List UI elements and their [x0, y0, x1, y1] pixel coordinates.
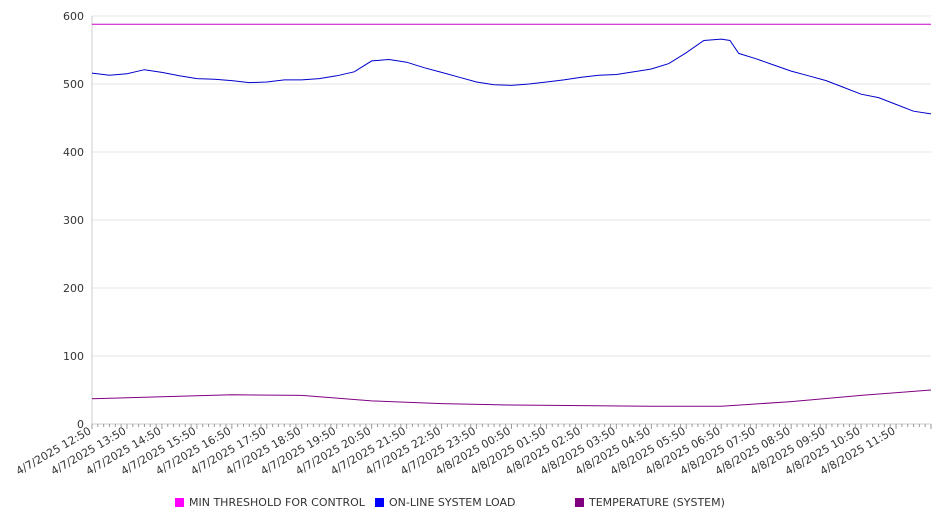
legend-swatch-temperature: [575, 498, 584, 507]
legend-item-min-threshold[interactable]: MIN THRESHOLD FOR CONTROL: [175, 496, 365, 509]
legend-item-system-load[interactable]: ON-LINE SYSTEM LOAD: [375, 496, 515, 509]
legend-label-min-threshold: MIN THRESHOLD FOR CONTROL: [189, 496, 365, 509]
series-lines: [91, 23, 932, 407]
series-line-system-load: [91, 38, 932, 115]
series-line-temperature: [91, 389, 932, 407]
grid-lines: [92, 15, 931, 357]
y-axis-ticks: 0 100 200 300 400 500 600: [63, 10, 84, 431]
y-tick-label-0: 0: [77, 418, 84, 431]
y-tick-label-500: 500: [63, 78, 84, 91]
y-tick-label-300: 300: [63, 214, 84, 227]
x-axis-ticks: 4/7/2025 12:504/7/2025 13:504/7/2025 14:…: [14, 424, 932, 478]
legend-item-temperature[interactable]: TEMPERATURE (SYSTEM): [575, 496, 725, 509]
legend-label-temperature: TEMPERATURE (SYSTEM): [589, 496, 725, 509]
y-tick-label-200: 200: [63, 282, 84, 295]
y-tick-label-400: 400: [63, 146, 84, 159]
y-tick-label-600: 600: [63, 10, 84, 23]
legend-swatch-min-threshold: [175, 498, 184, 507]
legend-label-system-load: ON-LINE SYSTEM LOAD: [389, 496, 516, 509]
legend: MIN THRESHOLD FOR CONTROL ON-LINE SYSTEM…: [0, 496, 946, 516]
y-tick-label-100: 100: [63, 350, 84, 363]
legend-swatch-system-load: [375, 498, 384, 507]
